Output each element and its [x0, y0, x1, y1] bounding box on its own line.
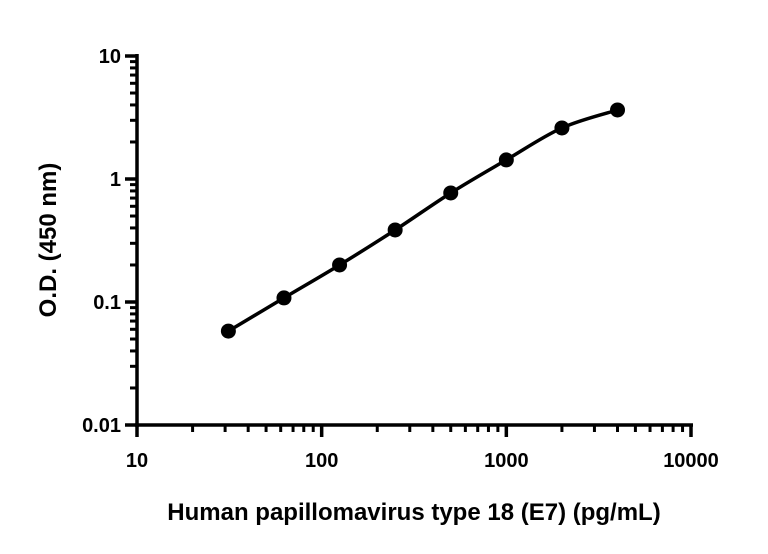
x-tick-label: 1000 [484, 450, 529, 472]
data-point [443, 185, 459, 201]
data-point [554, 120, 570, 136]
x-axis: 10 100 1000 10000 [126, 423, 719, 472]
data-points [220, 102, 626, 339]
x-tick-label: 100 [305, 450, 338, 472]
data-point [610, 102, 626, 118]
data-point [332, 257, 348, 273]
data-point [498, 152, 514, 168]
x-tick-label: 10 [126, 450, 148, 472]
y-tick-label: 10 [99, 46, 121, 68]
y-axis: 0.01 0.1 1 10 [82, 46, 139, 437]
data-point [276, 290, 292, 306]
data-point [220, 323, 236, 339]
y-tick-label: 0.01 [82, 415, 121, 437]
y-tick-label: 0.1 [93, 292, 121, 314]
x-tick-label: 10000 [663, 450, 719, 472]
y-axis-title: O.D. (450 nm) [35, 163, 62, 318]
data-point [387, 222, 403, 238]
y-tick-label: 1 [110, 169, 121, 191]
x-axis-title: Human papillomavirus type 18 (E7) (pg/mL… [167, 499, 660, 526]
